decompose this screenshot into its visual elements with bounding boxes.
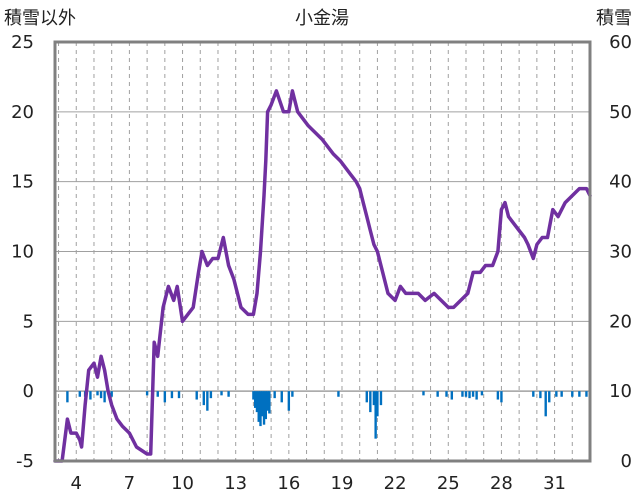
precip-bar bbox=[379, 391, 383, 406]
precip-bar bbox=[464, 391, 468, 397]
precip-bar bbox=[253, 391, 257, 408]
left-tick-label: 15 bbox=[11, 172, 34, 193]
precip-bar bbox=[374, 391, 377, 439]
precip-bar bbox=[195, 391, 198, 400]
precip-bar bbox=[227, 391, 230, 397]
precip-bar bbox=[264, 391, 268, 420]
left-axis-label: 積雪以外 bbox=[4, 8, 76, 29]
precip-bar bbox=[163, 391, 167, 403]
precip-bar bbox=[110, 391, 113, 397]
left-tick-label: 25 bbox=[11, 32, 34, 53]
left-tick-label: 10 bbox=[11, 242, 34, 263]
precip-bar bbox=[585, 391, 588, 397]
precip-bar bbox=[273, 391, 276, 399]
precip-bar bbox=[96, 391, 99, 396]
precip-bar bbox=[544, 391, 547, 417]
precip-bar bbox=[571, 391, 574, 397]
snow-depth-series bbox=[53, 89, 592, 463]
left-tick-label: -5 bbox=[16, 451, 34, 472]
precip-bar bbox=[99, 391, 103, 399]
precip-bar bbox=[156, 391, 159, 397]
grid-layer bbox=[55, 42, 590, 461]
series-line-0 bbox=[53, 89, 592, 463]
x-tick-label: 10 bbox=[171, 473, 194, 494]
right-axis-label: 積雪 bbox=[596, 8, 632, 29]
precip-bar bbox=[369, 391, 372, 413]
precip-bar bbox=[532, 391, 535, 397]
right-tick-label: 20 bbox=[609, 311, 632, 332]
precip-bar bbox=[480, 391, 484, 396]
precip-bar bbox=[372, 391, 376, 406]
precip-bar bbox=[496, 391, 500, 400]
precip-bar bbox=[548, 391, 551, 403]
x-tick-label: 28 bbox=[490, 473, 513, 494]
x-tick-label: 25 bbox=[437, 473, 460, 494]
x-tick-label: 13 bbox=[224, 473, 247, 494]
x-tick-label: 7 bbox=[124, 473, 135, 494]
precip-bar bbox=[337, 391, 340, 397]
right-tick-label: 10 bbox=[609, 381, 632, 402]
right-tick-label: 60 bbox=[609, 32, 632, 53]
precip-bar bbox=[365, 391, 368, 403]
precip-bar bbox=[170, 391, 174, 399]
precip-bar bbox=[471, 391, 475, 397]
precip-bar bbox=[461, 391, 464, 397]
precip-bar bbox=[436, 391, 439, 397]
precip-bar bbox=[255, 391, 259, 413]
precip-bar bbox=[252, 391, 255, 400]
precip-bar bbox=[500, 391, 503, 403]
x-tick-label: 22 bbox=[384, 473, 407, 494]
plot-frame bbox=[53, 40, 592, 463]
chart-title: 小金湯 bbox=[295, 8, 349, 29]
precip-bar bbox=[202, 391, 206, 406]
precip-bar bbox=[578, 391, 581, 397]
precip-bar bbox=[560, 391, 563, 397]
precip-bar bbox=[468, 391, 471, 399]
precip-bar bbox=[66, 391, 69, 403]
precip-bar bbox=[266, 391, 269, 411]
x-tick-label: 4 bbox=[71, 473, 82, 494]
precip-bar bbox=[475, 391, 478, 400]
precip-bar bbox=[555, 391, 558, 397]
precip-bar bbox=[450, 391, 454, 400]
precip-bar bbox=[220, 391, 223, 396]
precip-bar bbox=[177, 391, 181, 399]
precip-bar bbox=[376, 391, 379, 417]
precip-bar bbox=[262, 391, 266, 425]
precip-bars bbox=[66, 391, 588, 439]
precip-bar bbox=[259, 391, 262, 427]
precip-bar bbox=[78, 391, 82, 397]
precip-bar bbox=[280, 391, 283, 403]
x-tick-label: 19 bbox=[331, 473, 354, 494]
precip-bar bbox=[291, 391, 294, 397]
precip-bar bbox=[89, 391, 92, 400]
right-tick-label: 50 bbox=[609, 102, 632, 123]
left-tick-label: 0 bbox=[23, 381, 34, 402]
precip-bar bbox=[422, 391, 425, 396]
precip-bar bbox=[209, 391, 213, 399]
precip-bar bbox=[257, 391, 260, 422]
precip-bar bbox=[261, 391, 264, 417]
precip-bar bbox=[539, 391, 542, 399]
x-tick-label: 31 bbox=[543, 473, 566, 494]
precip-bar bbox=[145, 391, 149, 396]
left-tick-label: 5 bbox=[23, 311, 34, 332]
right-tick-label: 30 bbox=[609, 242, 632, 263]
left-tick-label: 20 bbox=[11, 102, 34, 123]
right-tick-label: 40 bbox=[609, 172, 632, 193]
precip-bar bbox=[287, 391, 291, 411]
precip-bar bbox=[206, 391, 209, 411]
precip-bar bbox=[103, 391, 106, 403]
right-tick-label: 0 bbox=[621, 451, 632, 472]
x-tick-label: 16 bbox=[277, 473, 300, 494]
precip-bar bbox=[445, 391, 448, 397]
tick-labels: -5 0 5 10 15 20 25 0 10 20 30 40 50 60 4 7 10 13 16 19 22 25 2… bbox=[11, 32, 632, 494]
precip-bar bbox=[268, 391, 271, 414]
